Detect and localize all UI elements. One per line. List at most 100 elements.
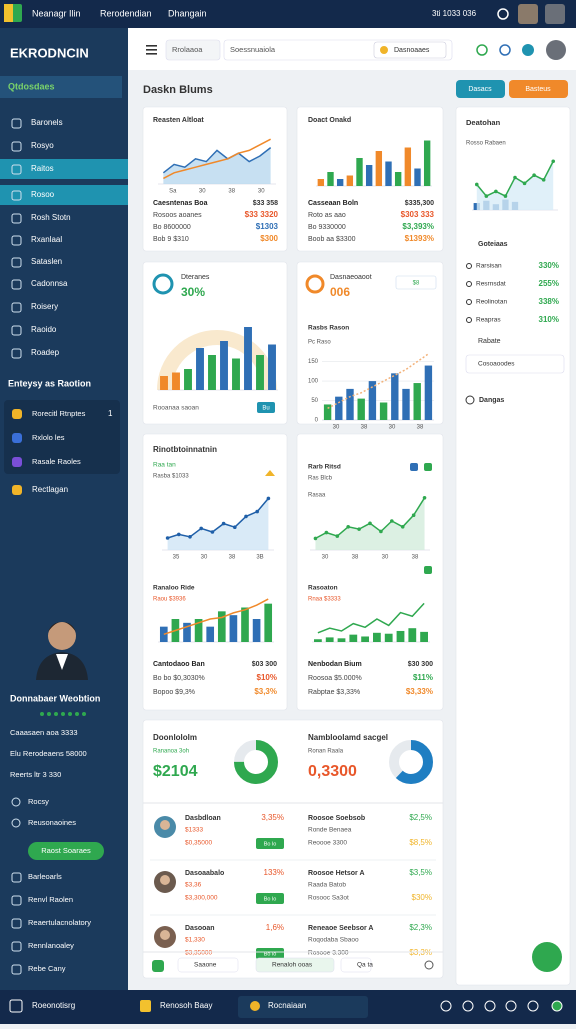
bottom-item[interactable]: Renosoh Baay <box>160 1001 212 1010</box>
tray-icon <box>462 1000 474 1012</box>
card-subtitle: Rasba $1033 <box>153 474 189 480</box>
point <box>390 519 394 523</box>
icon <box>522 44 534 56</box>
row-detail: Rosooe 3.300 <box>308 950 349 957</box>
nav-item[interactable]: Raoido <box>31 325 57 334</box>
status-item: Neanagr Ilin <box>32 8 81 18</box>
row-pct: $3,5% <box>409 868 432 877</box>
select-value[interactable]: Cosoaoodes <box>478 361 515 368</box>
button[interactable] <box>257 402 275 413</box>
footer-control[interactable] <box>340 957 372 973</box>
tab-active[interactable] <box>238 996 368 1018</box>
nav-item[interactable]: Sataslen <box>31 257 62 266</box>
point <box>255 509 259 514</box>
x-tick-label: 30 <box>322 555 329 561</box>
chip-label: Dasnoaaes <box>394 47 430 54</box>
dot <box>40 712 44 716</box>
button-label[interactable]: Basteus <box>525 86 551 93</box>
nav-item[interactable]: Roadep <box>31 348 60 357</box>
nav-item[interactable]: Reaertulacnolatory <box>28 918 91 927</box>
badge: 1 <box>108 409 113 418</box>
stat-label: Casseaan Boln <box>308 200 358 207</box>
footer-label[interactable]: Renaloh ooas <box>272 962 313 969</box>
row-value: 310% <box>539 315 559 324</box>
dot <box>61 712 65 716</box>
nav-item[interactable]: Rosh Stotn <box>31 213 71 222</box>
nav-item[interactable]: Rebe Cany <box>28 964 66 973</box>
bar <box>325 637 334 642</box>
bottom-item[interactable]: Roeonotisrg <box>32 1001 75 1010</box>
panel-subtitle: Rosso Rabaen <box>466 141 506 147</box>
nav-item[interactable]: Cadonnsa <box>31 279 68 288</box>
search-text: Rrolaaoa <box>172 45 203 54</box>
icon <box>465 395 475 405</box>
button[interactable] <box>28 842 104 860</box>
button-label[interactable]: Raost Soaraes <box>41 846 91 855</box>
button-label[interactable]: Dasacs <box>468 86 492 93</box>
select[interactable] <box>465 354 565 374</box>
nav-icon <box>11 235 22 246</box>
row-sub: $1333 <box>185 827 203 834</box>
stat-value: $11% <box>413 673 433 682</box>
search-box[interactable] <box>165 39 221 61</box>
bar <box>379 402 388 420</box>
nav-item[interactable]: Barleoarls <box>28 872 62 881</box>
card-title: Dasnaeoaoot <box>330 274 372 281</box>
x-tick-label: 38 <box>361 425 368 431</box>
bar <box>160 376 168 390</box>
nav-item[interactable]: Roisery <box>31 302 58 311</box>
nav-item[interactable]: Renvl Raolen <box>28 895 73 904</box>
fab[interactable] <box>532 942 562 972</box>
nav-item[interactable]: Rosyo <box>31 141 54 150</box>
nav-item[interactable]: Baronels <box>31 118 63 127</box>
nav-icon <box>11 213 22 224</box>
card-title: Dteranes <box>181 274 210 281</box>
x-tick-label: Sa <box>169 189 177 195</box>
x-tick-label: 35 <box>173 555 180 561</box>
footer-label[interactable]: Qa ta <box>357 962 373 969</box>
nav-icon <box>11 872 22 883</box>
stat-label: Caesntenas Boa <box>153 200 208 207</box>
bar <box>252 619 261 642</box>
y-tick-label: 0 <box>315 418 319 424</box>
bar <box>314 639 322 642</box>
stat-value: $303 333 <box>401 210 435 219</box>
group-item[interactable]: Rxlolo les <box>32 433 65 442</box>
nav-item[interactable]: Rxanlaal <box>31 235 62 244</box>
row-sub: Roqodaba Sbaoo <box>308 937 359 944</box>
bar <box>391 373 399 420</box>
x-tick-label: 30 <box>389 425 396 431</box>
icon <box>140 1000 151 1012</box>
stat-label: Bo 8600000 <box>153 224 191 231</box>
point <box>422 496 427 500</box>
icon <box>497 8 509 20</box>
chip <box>373 41 447 59</box>
button-label[interactable]: Bu <box>262 406 269 412</box>
section-bar <box>0 76 122 98</box>
bar <box>385 161 392 186</box>
bottom-item[interactable]: Rocnaiaan <box>268 1001 306 1010</box>
point <box>494 189 498 194</box>
nav-item[interactable]: Rectlagan <box>32 485 68 494</box>
profile-name: Donnabaer Weobtion <box>10 693 100 703</box>
stat-value: $3,3% <box>254 687 277 696</box>
footer-label[interactable]: Saaone <box>194 962 217 969</box>
area <box>167 498 269 550</box>
button[interactable] <box>456 80 505 98</box>
nav-item[interactable]: Raitos <box>31 164 54 173</box>
row-sub: $3,36 <box>185 882 202 889</box>
group-item[interactable]: Rasale Raoles <box>32 457 81 466</box>
row-icon <box>466 263 472 269</box>
nav-item[interactable]: Rennlanoaley <box>28 941 74 950</box>
nav-item[interactable]: Rosoo <box>31 190 55 199</box>
footer-control[interactable] <box>255 957 335 973</box>
line <box>163 138 271 180</box>
group-item[interactable]: Rorecitl Rtnptes <box>32 409 86 418</box>
badge-label: Bo lo <box>264 896 277 902</box>
button[interactable] <box>509 80 568 98</box>
row-icon <box>466 317 472 323</box>
footer-control[interactable] <box>177 957 239 973</box>
chip-label: $8 <box>413 281 420 287</box>
bar <box>183 622 191 642</box>
row-pct: 133% <box>264 868 284 877</box>
